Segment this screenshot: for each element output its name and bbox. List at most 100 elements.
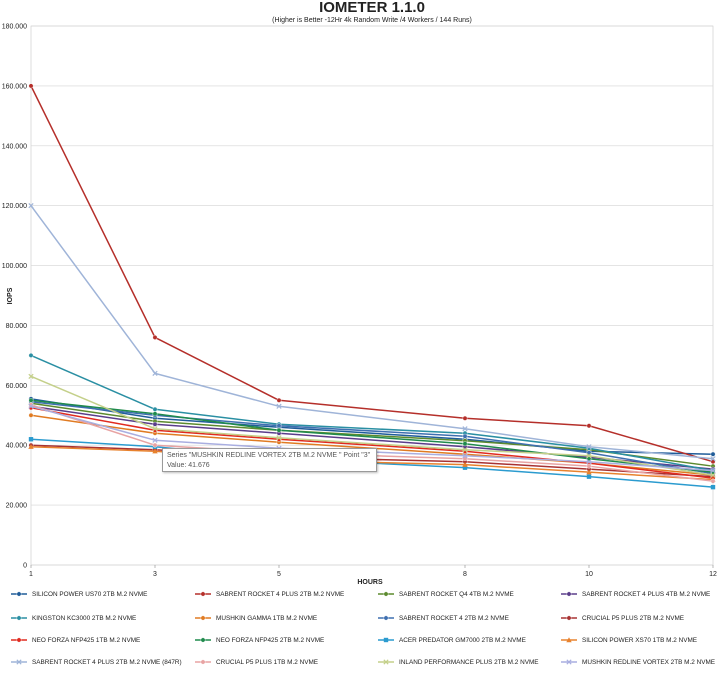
tooltip-series-line: Series "MUSHKIN REDLINE VORTEX 2TB M.2 N…	[167, 452, 371, 459]
data-point[interactable]	[152, 335, 158, 340]
data-point[interactable]	[462, 433, 468, 439]
gridlines	[31, 25, 713, 566]
legend-swatch	[195, 591, 211, 597]
legend-label: KINGSTON KC3000 2TB M.2 NVME	[32, 614, 137, 622]
y-tick-label: 0	[23, 563, 27, 570]
data-point[interactable]	[462, 447, 468, 453]
data-point[interactable]	[462, 426, 468, 432]
y-tick-label: 100.000	[2, 263, 27, 270]
data-point[interactable]	[28, 83, 34, 89]
data-point[interactable]	[152, 437, 158, 443]
data-point[interactable]	[28, 203, 34, 209]
legend-swatch	[378, 659, 394, 665]
data-point[interactable]	[28, 437, 34, 442]
data-point[interactable]	[710, 484, 716, 490]
x-axis-ticks: 1 3 5 8 10 12	[29, 565, 717, 578]
data-point[interactable]	[28, 397, 34, 403]
data-point[interactable]	[710, 478, 716, 484]
data-point[interactable]	[586, 444, 592, 450]
legend-label: NEO FORZA NFP425 1TB M.2 NVME	[32, 636, 141, 644]
data-point[interactable]	[586, 453, 592, 459]
legend-swatch	[195, 659, 211, 665]
series-2[interactable]	[28, 83, 716, 465]
data-point[interactable]	[28, 373, 34, 379]
series-line[interactable]	[30, 401, 714, 475]
y-tick-label: 120.000	[2, 203, 27, 210]
legend-item[interactable]: CRUCIAL P5 PLUS 2TB M.2 NVME	[560, 612, 684, 624]
legend-item[interactable]: SABRENT ROCKET 4 PLUS 2TB M.2 NVME (847R…	[10, 656, 182, 668]
data-point[interactable]	[276, 423, 282, 429]
legend-swatch	[561, 591, 577, 597]
series-15[interactable]	[28, 373, 716, 478]
legend-swatch	[195, 615, 211, 621]
data-point[interactable]	[152, 442, 158, 448]
data-point[interactable]	[28, 403, 34, 409]
legend-item[interactable]: SILICON POWER US70 2TB M.2 NVME	[10, 588, 147, 600]
series-line[interactable]	[30, 407, 714, 479]
data-point[interactable]	[586, 423, 592, 429]
x-tick-label: 1	[29, 571, 33, 578]
data-point[interactable]	[462, 461, 468, 467]
x-tick-label: 8	[463, 571, 467, 578]
legend-item[interactable]: CRUCIAL P5 PLUS 1TB M.2 NVME	[194, 656, 318, 668]
legend-item[interactable]: NEO FORZA NFP425 2TB M.2 NVME	[194, 634, 324, 646]
data-point[interactable]	[586, 474, 592, 479]
legend-swatch	[11, 615, 27, 621]
legend-item[interactable]: SILICON POWER XS70 1TB M.2 NVME	[560, 634, 697, 646]
data-point[interactable]	[152, 406, 158, 412]
data-point[interactable]	[276, 427, 282, 433]
legend-label: CRUCIAL P5 PLUS 1TB M.2 NVME	[216, 658, 319, 666]
data-point[interactable]	[462, 453, 468, 459]
legend-swatch	[561, 659, 577, 665]
data-point[interactable]	[710, 472, 716, 478]
data-point[interactable]	[152, 421, 158, 427]
data-point[interactable]	[276, 397, 282, 403]
data-point[interactable]	[28, 352, 34, 358]
tooltip-value-line: Value: 41.676	[167, 462, 210, 469]
legend-item[interactable]: SABRENT ROCKET 4 2TB M.2 NVME	[377, 612, 509, 624]
legend-label: SABRENT ROCKET 4 2TB M.2 NVME	[399, 614, 509, 622]
series-line[interactable]	[30, 399, 714, 473]
series-13[interactable]	[28, 203, 716, 462]
series-line[interactable]	[30, 354, 714, 472]
data-point[interactable]	[586, 463, 592, 469]
data-point[interactable]	[152, 448, 158, 454]
legend-item[interactable]: SABRENT ROCKET Q4 4TB M.2 NVME	[377, 588, 514, 600]
y-axis-label: IOPS	[7, 287, 14, 304]
legend-item[interactable]: KINGSTON KC3000 2TB M.2 NVME	[10, 612, 136, 624]
legend-item[interactable]: MUSHKIN REDLINE VORTEX 2TB M.2 NVME	[560, 656, 715, 668]
series-line[interactable]	[30, 205, 714, 460]
legend-swatch	[561, 637, 577, 643]
data-point[interactable]	[586, 469, 592, 475]
legend-label: ACER PREDATOR GM7000 2TB M.2 NVME	[399, 636, 526, 644]
data-point[interactable]	[462, 415, 468, 421]
data-point[interactable]	[710, 468, 716, 474]
data-point[interactable]	[586, 459, 592, 465]
legend-item[interactable]: SABRENT ROCKET 4 PLUS 2TB M.2 NVME	[194, 588, 344, 600]
plot-area	[30, 25, 714, 566]
data-point[interactable]	[152, 370, 158, 376]
data-point[interactable]	[152, 411, 158, 417]
series-line[interactable]	[30, 85, 714, 463]
data-point[interactable]	[462, 465, 468, 470]
data-point[interactable]	[28, 412, 34, 418]
legend-item[interactable]: INLAND PERFORMANCE PLUS 2TB M.2 NVME	[377, 656, 539, 668]
data-point[interactable]	[276, 403, 282, 409]
data-point[interactable]	[152, 426, 158, 432]
legend-label: CRUCIAL P5 PLUS 2TB M.2 NVME	[582, 614, 685, 622]
data-point[interactable]	[462, 441, 468, 447]
data-point[interactable]	[28, 444, 34, 449]
legend-item[interactable]: ACER PREDATOR GM7000 2TB M.2 NVME	[377, 634, 526, 646]
data-point[interactable]	[276, 435, 282, 441]
legend-item[interactable]: MUSHKIN GAMMA 1TB M.2 NVME	[194, 612, 317, 624]
legend-label: MUSHKIN GAMMA 1TB M.2 NVME	[216, 614, 318, 622]
series-line[interactable]	[30, 375, 714, 476]
legend-label: NEO FORZA NFP425 2TB M.2 NVME	[216, 636, 325, 644]
data-point[interactable]	[710, 451, 716, 457]
legend-item[interactable]: NEO FORZA NFP425 1TB M.2 NVME	[10, 634, 140, 646]
data-point[interactable]	[710, 456, 716, 462]
legend-swatch	[11, 659, 27, 665]
chart-subtitle: (Higher is Better -12Hr 4k Random Write …	[272, 17, 472, 24]
legend-item[interactable]: SABRENT ROCKET 4 PLUS 4TB M.2 NVME	[560, 588, 710, 600]
